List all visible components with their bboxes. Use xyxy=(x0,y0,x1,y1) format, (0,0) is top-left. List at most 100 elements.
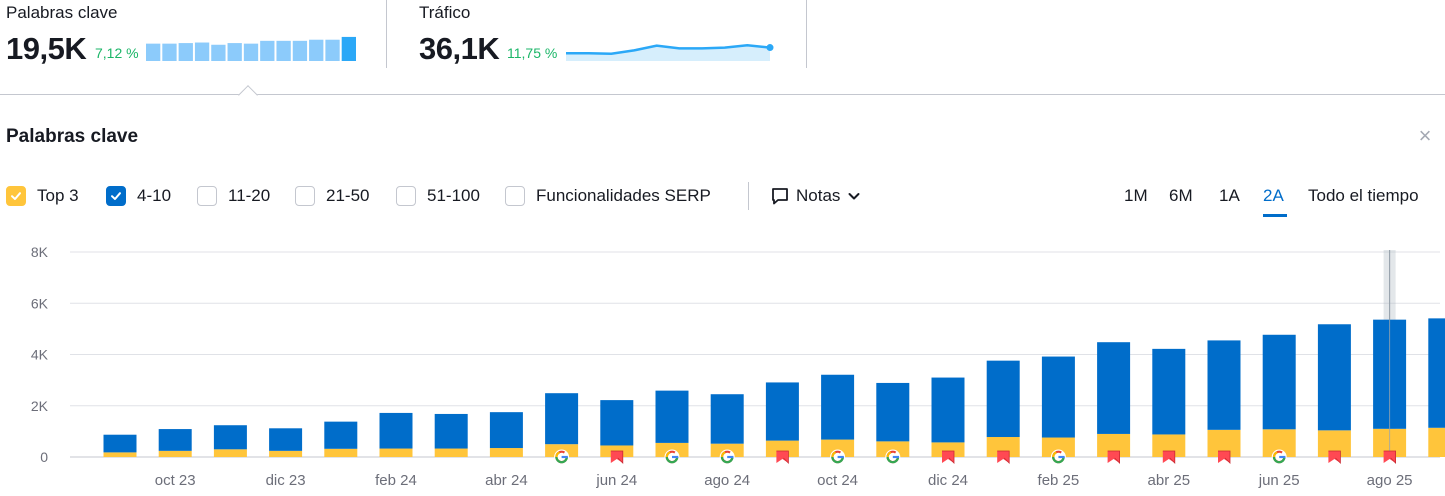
bar-top-3[interactable] xyxy=(434,448,468,457)
bar-4-10[interactable] xyxy=(324,421,358,449)
bar-top-3[interactable] xyxy=(379,448,413,457)
sparkline-bar xyxy=(162,43,177,61)
x-tick-label: jun 24 xyxy=(595,472,637,489)
checkbox-21-50[interactable] xyxy=(295,186,315,206)
sparkline-bar xyxy=(309,39,324,61)
bar-4-10[interactable] xyxy=(1317,324,1351,431)
note-flag-icon[interactable] xyxy=(1328,450,1341,464)
checkbox-11-20[interactable] xyxy=(197,186,217,206)
bar-4-10[interactable] xyxy=(1097,342,1131,434)
note-flag-icon[interactable] xyxy=(997,450,1010,464)
bar-top-3[interactable] xyxy=(1041,437,1075,457)
google-update-icon[interactable] xyxy=(554,449,570,465)
bar-4-10[interactable] xyxy=(545,393,579,445)
x-tick-label: dic 23 xyxy=(266,472,306,489)
bar-4-10[interactable] xyxy=(986,360,1020,438)
period-1m[interactable]: 1M xyxy=(1124,186,1148,205)
google-update-icon[interactable] xyxy=(719,449,735,465)
note-flag-icon[interactable] xyxy=(1162,450,1176,464)
checkbox-top3[interactable] xyxy=(6,186,26,206)
checkmark-icon xyxy=(111,192,121,200)
filter-serp-features[interactable]: Funcionalidades SERP xyxy=(505,182,711,210)
filter-top3[interactable]: Top 3 xyxy=(6,182,79,210)
bar-top-3[interactable] xyxy=(324,448,358,457)
bar-4-10[interactable] xyxy=(710,394,744,444)
bar-top-3[interactable] xyxy=(765,440,799,457)
note-flag-icon[interactable] xyxy=(942,450,955,464)
traffic-metric[interactable]: Tráfico 36,1K 11,75 % xyxy=(419,0,807,68)
traffic-metric-change: 11,75 % xyxy=(507,45,558,61)
period-2a[interactable]: 2A xyxy=(1263,186,1284,205)
x-tick-label: oct 24 xyxy=(817,472,858,489)
filter-11-20[interactable]: 11-20 xyxy=(197,182,270,210)
bar-4-10[interactable] xyxy=(489,412,523,449)
x-tick-label: jun 25 xyxy=(1258,472,1300,489)
metric-divider xyxy=(386,0,387,68)
google-update-icon[interactable] xyxy=(664,449,680,465)
bar-4-10[interactable] xyxy=(931,377,965,443)
bar-4-10[interactable] xyxy=(1041,356,1075,438)
google-update-icon[interactable] xyxy=(1050,449,1066,465)
bar-top-3[interactable] xyxy=(489,448,523,457)
keywords-sparkline xyxy=(146,36,356,61)
bar-top-3[interactable] xyxy=(986,437,1020,457)
active-period-underline xyxy=(1263,214,1287,217)
note-flag-icon[interactable] xyxy=(776,450,789,464)
bar-4-10[interactable] xyxy=(876,382,910,442)
close-icon[interactable]: × xyxy=(1418,123,1432,148)
sparkline-line xyxy=(566,44,771,55)
bar-4-10[interactable] xyxy=(765,382,799,441)
bar-top-3[interactable] xyxy=(158,450,192,457)
google-update-icon[interactable] xyxy=(830,449,846,465)
y-tick-label: 4K xyxy=(31,347,49,363)
filter-51-100[interactable]: 51-100 xyxy=(396,182,480,210)
bar-4-10[interactable] xyxy=(379,412,413,449)
bar-top-3[interactable] xyxy=(1097,433,1131,457)
bar-top-3[interactable] xyxy=(213,449,247,457)
bar-top-3[interactable] xyxy=(931,442,965,457)
bar-4-10[interactable] xyxy=(600,400,634,446)
note-flag-icon[interactable] xyxy=(1107,450,1120,464)
sparkline-bar xyxy=(227,43,242,61)
traffic-metric-label: Tráfico xyxy=(419,3,471,22)
bar-4-10[interactable] xyxy=(213,425,247,450)
google-update-icon[interactable] xyxy=(1271,449,1287,465)
period-6m[interactable]: 6M xyxy=(1169,186,1193,205)
bar-top-3[interactable] xyxy=(103,452,137,457)
checkbox-serp-features[interactable] xyxy=(505,186,525,206)
x-tick-label: oct 23 xyxy=(155,472,196,489)
bar-top-3[interactable] xyxy=(1428,427,1445,457)
keywords-metric-change: 7,12 % xyxy=(95,45,139,61)
bar-4-10[interactable] xyxy=(269,428,303,451)
filter-4-10[interactable]: 4-10 xyxy=(106,182,171,210)
filter-21-50[interactable]: 21-50 xyxy=(295,182,369,210)
checkbox-51-100[interactable] xyxy=(396,186,416,206)
bar-top-3[interactable] xyxy=(876,441,910,457)
bar-4-10[interactable] xyxy=(1152,348,1186,435)
bar-top-3[interactable] xyxy=(269,450,303,457)
note-flag-icon[interactable] xyxy=(1218,450,1231,464)
bar-4-10[interactable] xyxy=(1262,334,1296,430)
period-1a[interactable]: 1A xyxy=(1219,186,1240,205)
checkbox-4-10[interactable] xyxy=(106,186,126,206)
bar-4-10[interactable] xyxy=(1428,318,1445,428)
sparkline-bar xyxy=(194,42,210,61)
notes-dropdown[interactable]: Notas xyxy=(770,182,862,210)
keywords-metric[interactable]: Palabras clave 19,5K 7,12 % xyxy=(6,0,386,68)
bar-top-3[interactable] xyxy=(821,439,855,457)
filter-label: 4-10 xyxy=(137,186,172,205)
bar-4-10[interactable] xyxy=(655,390,689,443)
bar-4-10[interactable] xyxy=(103,434,137,453)
bar-4-10[interactable] xyxy=(434,413,468,449)
note-flag-icon[interactable] xyxy=(1383,450,1396,464)
filter-separator xyxy=(748,182,749,210)
traffic-sparkline xyxy=(566,44,774,61)
google-update-icon[interactable] xyxy=(885,449,901,465)
sparkline-bar xyxy=(341,36,356,61)
period-all-time[interactable]: Todo el tiempo xyxy=(1308,186,1419,205)
note-flag-icon[interactable] xyxy=(610,450,624,464)
bar-4-10[interactable] xyxy=(1207,340,1241,430)
bar-top-3[interactable] xyxy=(1152,434,1186,457)
bar-4-10[interactable] xyxy=(821,374,855,440)
bar-4-10[interactable] xyxy=(158,429,192,451)
